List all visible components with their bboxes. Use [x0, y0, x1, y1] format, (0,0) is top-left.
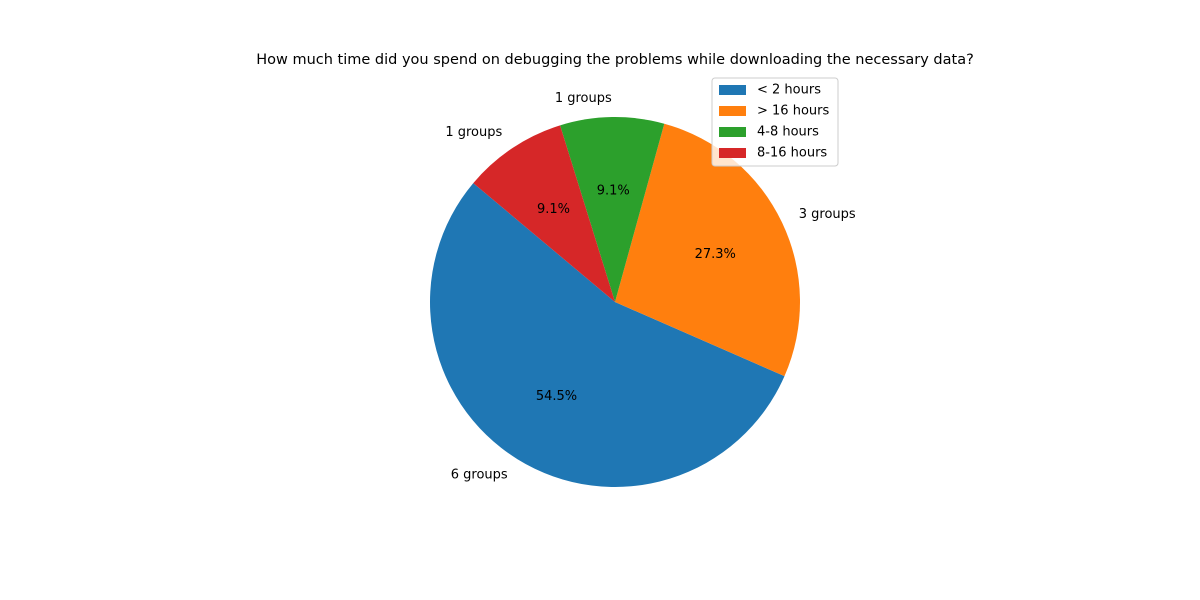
chart-title: How much time did you spend on debugging…	[256, 52, 974, 68]
legend-swatch-8-16-hours	[719, 148, 746, 158]
pie-slice-8-16-hours	[473, 125, 615, 303]
slice-percent-labels: 54.5% 27.3% 9.1% 9.1%	[536, 184, 736, 404]
slice-count-label: 1 groups	[555, 91, 612, 106]
pie-slice-4-8-hours	[560, 117, 665, 302]
slice-count-label: 3 groups	[799, 207, 856, 222]
slice-count-labels: 6 groups 3 groups 1 groups 1 groups	[445, 91, 856, 482]
legend-label-lt-2-hours: < 2 hours	[757, 83, 821, 98]
pie-slice-gt-16-hours	[615, 123, 800, 377]
legend-label-8-16-hours: 8-16 hours	[757, 146, 827, 161]
pie-slice-lt-2-hours	[430, 183, 785, 487]
pie-slices	[430, 117, 800, 487]
legend: < 2 hours > 16 hours 4-8 hours 8-16 hours	[711, 77, 839, 167]
slice-count-label: 6 groups	[451, 467, 508, 482]
legend-label-gt-16-hours: > 16 hours	[757, 104, 829, 119]
slice-percent-label: 54.5%	[536, 389, 577, 404]
slice-percent-label: 9.1%	[597, 184, 630, 199]
legend-swatch-4-8-hours	[719, 127, 746, 137]
legend-frame	[711, 77, 839, 167]
legend-swatch-gt-16-hours	[719, 106, 746, 116]
slice-count-label: 1 groups	[445, 125, 502, 140]
slice-percent-label: 27.3%	[695, 247, 736, 262]
slice-percent-label: 9.1%	[537, 202, 570, 217]
legend-swatch-lt-2-hours	[719, 85, 746, 95]
legend-label-4-8-hours: 4-8 hours	[757, 125, 819, 140]
